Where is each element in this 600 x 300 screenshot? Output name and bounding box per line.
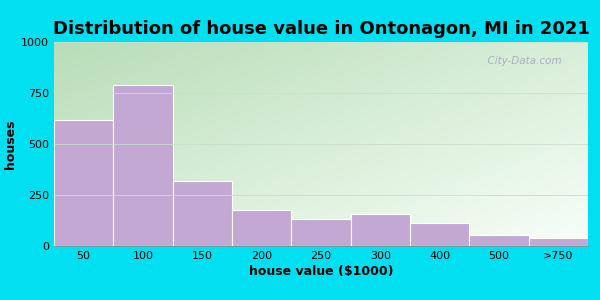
Bar	[54, 119, 113, 246]
Bar	[350, 214, 410, 246]
Text: City-Data.com: City-Data.com	[481, 56, 562, 66]
Bar	[469, 235, 529, 246]
Bar	[292, 220, 350, 246]
X-axis label: house value ($1000): house value ($1000)	[249, 265, 393, 278]
Y-axis label: houses: houses	[4, 119, 17, 169]
Title: Distribution of house value in Ontonagon, MI in 2021: Distribution of house value in Ontonagon…	[53, 20, 589, 38]
Bar	[232, 210, 292, 246]
Bar	[113, 85, 173, 246]
Bar	[410, 223, 469, 246]
Bar	[529, 238, 588, 246]
Bar	[173, 181, 232, 246]
